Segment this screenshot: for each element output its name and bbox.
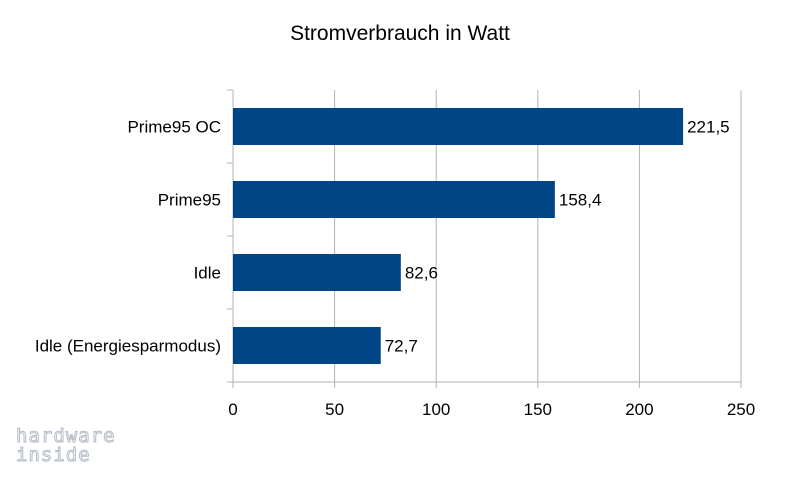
watermark-logo: hardware inside [16, 424, 172, 467]
x-tick-label: 150 [524, 400, 552, 419]
watermark-line-1: hardware [16, 425, 116, 447]
bars [233, 108, 684, 364]
data-label: 221,5 [687, 118, 730, 137]
bar [233, 181, 555, 218]
bar [233, 254, 401, 291]
category-label: Idle (Energiesparmodus) [35, 337, 221, 356]
data-label: 82,6 [405, 264, 438, 283]
bar [233, 108, 684, 145]
x-tick-label: 100 [422, 400, 450, 419]
x-tick-label: 200 [625, 400, 653, 419]
data-label: 158,4 [559, 191, 602, 210]
bar [233, 327, 381, 364]
labels: 0 50 100 150 200 250 Prime95 OC 221,5 Prime95 158… [35, 118, 755, 420]
category-label: Prime95 [158, 191, 221, 210]
data-label: 72,7 [385, 337, 418, 356]
x-tick-label: 0 [228, 400, 237, 419]
x-tick-label: 50 [325, 400, 344, 419]
x-tick-label: 250 [727, 400, 755, 419]
watermark-line-2: inside [16, 444, 91, 464]
category-label: Idle [194, 264, 221, 283]
chart-title: Stromverbrauch in Watt [290, 22, 510, 45]
category-label: Prime95 OC [127, 118, 221, 137]
